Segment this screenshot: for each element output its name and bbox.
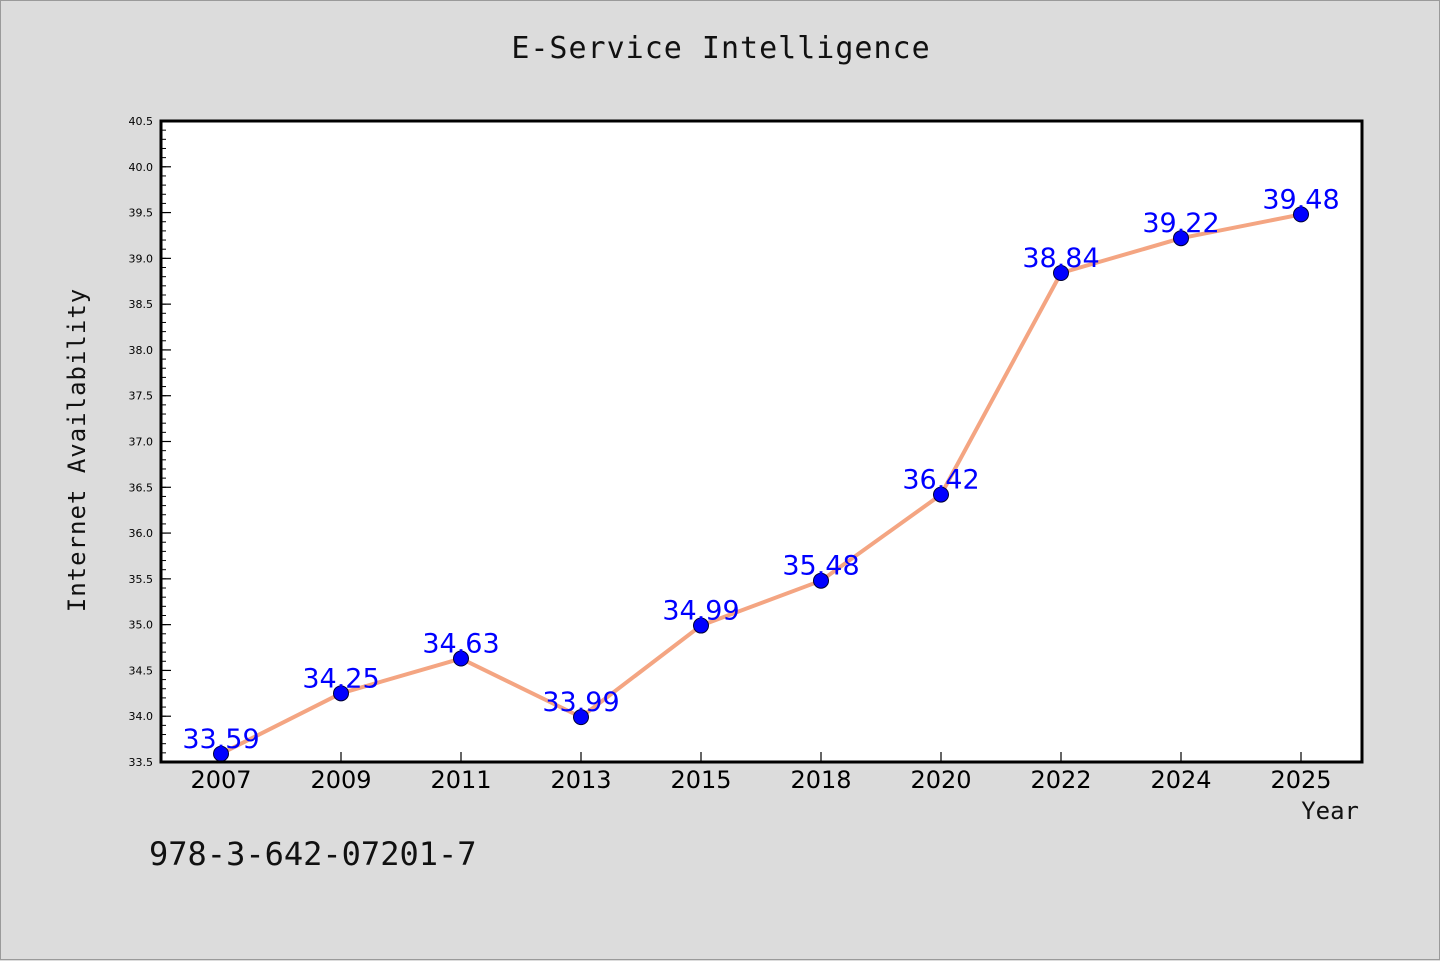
data-label: 35.48	[782, 551, 859, 582]
y-tick-label: 39.5	[129, 207, 154, 220]
y-tick-label: 40.5	[129, 115, 154, 128]
data-point	[453, 650, 469, 667]
y-tick-label: 40.0	[129, 161, 154, 174]
data-label: 36.42	[902, 465, 979, 496]
x-tick-label: 2007	[190, 766, 251, 794]
data-point	[1053, 265, 1069, 282]
data-label: 39.48	[1262, 184, 1339, 215]
data-label: 34.25	[302, 663, 379, 694]
data-point	[1293, 206, 1309, 223]
data-point	[933, 486, 949, 503]
data-point	[333, 685, 349, 702]
data-point	[693, 617, 709, 634]
y-tick-label: 34.0	[129, 710, 154, 723]
x-tick-label: 2022	[1030, 766, 1091, 794]
data-label: 34.63	[422, 629, 499, 660]
data-label: 33.59	[182, 724, 259, 755]
data-label: 38.84	[1022, 243, 1099, 274]
y-tick-label: 36.5	[129, 481, 154, 494]
y-tick-label: 36.0	[129, 527, 154, 540]
y-tick-label: 39.0	[129, 252, 154, 265]
y-tick-label: 38.0	[129, 344, 154, 357]
plot-frame	[159, 119, 1364, 764]
y-tick-label: 33.5	[129, 756, 154, 769]
series-line	[219, 212, 1303, 756]
x-tick-label: 2024	[1150, 766, 1211, 794]
y-tick-label: 37.5	[129, 390, 154, 403]
x-tick-label: 2011	[430, 766, 491, 794]
y-tick-label: 38.5	[129, 298, 154, 311]
x-tick-label: 2018	[790, 766, 851, 794]
data-point	[813, 572, 829, 589]
x-tick-label: 2009	[310, 766, 371, 794]
data-label: 34.99	[662, 596, 739, 627]
x-tick-label: 2020	[910, 766, 971, 794]
data-label: 39.22	[1142, 208, 1219, 239]
y-tick-label: 37.0	[129, 436, 154, 449]
plot-background	[161, 121, 1362, 762]
x-tick-label: 2013	[550, 766, 611, 794]
footnote-isbn: 978-3-642-07201-7	[149, 835, 477, 873]
chart-title: E-Service Intelligence	[511, 31, 931, 66]
y-tick-label: 35.0	[129, 619, 154, 632]
y-tick-label: 35.5	[129, 573, 154, 586]
y-tick-label: 34.5	[129, 664, 154, 677]
x-tick-label: 2025	[1270, 766, 1331, 794]
x-axis-label: Year	[1301, 797, 1359, 825]
x-tick-label: 2015	[670, 766, 731, 794]
data-point	[573, 709, 589, 726]
data-label: 33.99	[542, 687, 619, 718]
data-point	[1173, 230, 1189, 247]
